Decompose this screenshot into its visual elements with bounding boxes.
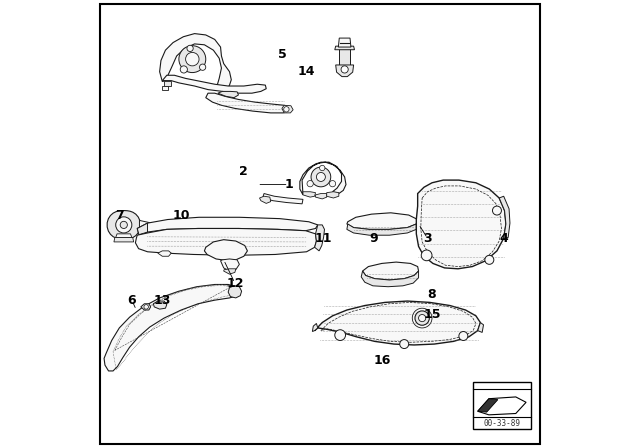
Polygon shape	[137, 217, 317, 235]
Text: 15: 15	[423, 308, 441, 321]
Circle shape	[186, 52, 199, 66]
Text: 6: 6	[127, 293, 136, 307]
Circle shape	[330, 181, 336, 187]
Polygon shape	[339, 48, 350, 65]
Circle shape	[316, 172, 325, 181]
Polygon shape	[347, 224, 417, 235]
FancyBboxPatch shape	[100, 4, 540, 444]
Polygon shape	[260, 196, 271, 203]
Polygon shape	[303, 192, 316, 197]
Circle shape	[116, 217, 132, 233]
Polygon shape	[163, 86, 168, 90]
Circle shape	[341, 66, 348, 73]
Polygon shape	[262, 194, 303, 204]
Polygon shape	[107, 211, 141, 239]
Polygon shape	[315, 301, 481, 345]
Polygon shape	[315, 225, 324, 251]
Text: 1: 1	[284, 178, 293, 191]
Polygon shape	[473, 382, 531, 429]
Polygon shape	[158, 251, 172, 256]
Polygon shape	[141, 304, 150, 310]
Polygon shape	[336, 65, 354, 77]
Polygon shape	[221, 259, 239, 271]
Polygon shape	[137, 223, 148, 235]
Circle shape	[311, 167, 331, 187]
Text: 7: 7	[115, 208, 124, 222]
Text: 16: 16	[374, 354, 392, 367]
Polygon shape	[477, 323, 484, 332]
Polygon shape	[204, 240, 248, 261]
Polygon shape	[477, 399, 498, 412]
Polygon shape	[312, 323, 317, 332]
Circle shape	[459, 332, 468, 340]
Polygon shape	[300, 162, 346, 195]
Polygon shape	[339, 38, 351, 47]
Text: 14: 14	[298, 65, 316, 78]
Polygon shape	[114, 237, 134, 242]
Polygon shape	[164, 81, 172, 86]
Circle shape	[120, 221, 127, 228]
Polygon shape	[361, 271, 419, 287]
Polygon shape	[327, 192, 339, 198]
Text: 3: 3	[423, 232, 432, 245]
Polygon shape	[206, 93, 289, 113]
Circle shape	[421, 250, 432, 261]
Circle shape	[319, 165, 325, 171]
Circle shape	[179, 46, 206, 73]
Polygon shape	[136, 228, 316, 255]
Polygon shape	[224, 269, 236, 274]
Polygon shape	[154, 301, 167, 309]
Circle shape	[180, 66, 188, 73]
Polygon shape	[116, 234, 132, 237]
Polygon shape	[477, 397, 526, 415]
Polygon shape	[362, 262, 419, 280]
Polygon shape	[163, 75, 266, 93]
Circle shape	[400, 340, 409, 349]
Circle shape	[284, 107, 289, 112]
Polygon shape	[499, 196, 510, 238]
Polygon shape	[218, 91, 239, 98]
Text: 8: 8	[428, 288, 436, 302]
Polygon shape	[347, 213, 418, 229]
Text: 9: 9	[369, 232, 378, 245]
Circle shape	[307, 181, 314, 187]
Circle shape	[335, 330, 346, 340]
Polygon shape	[159, 34, 231, 90]
Circle shape	[144, 305, 148, 309]
Text: 00-33-89: 00-33-89	[484, 419, 521, 428]
Text: 10: 10	[172, 208, 190, 222]
Polygon shape	[104, 284, 239, 371]
Polygon shape	[316, 194, 327, 199]
Polygon shape	[282, 105, 293, 113]
Circle shape	[485, 255, 494, 264]
Text: 12: 12	[226, 276, 244, 290]
Circle shape	[187, 45, 193, 52]
Circle shape	[200, 64, 206, 70]
Polygon shape	[228, 286, 242, 298]
Circle shape	[419, 314, 426, 322]
Polygon shape	[140, 220, 150, 232]
Text: 2: 2	[239, 164, 248, 178]
Polygon shape	[335, 46, 355, 50]
Circle shape	[415, 311, 429, 325]
Polygon shape	[417, 180, 506, 269]
Text: 4: 4	[499, 232, 508, 245]
Text: 13: 13	[154, 293, 171, 307]
Text: 5: 5	[278, 48, 286, 61]
Circle shape	[493, 206, 502, 215]
Text: 11: 11	[315, 232, 332, 245]
